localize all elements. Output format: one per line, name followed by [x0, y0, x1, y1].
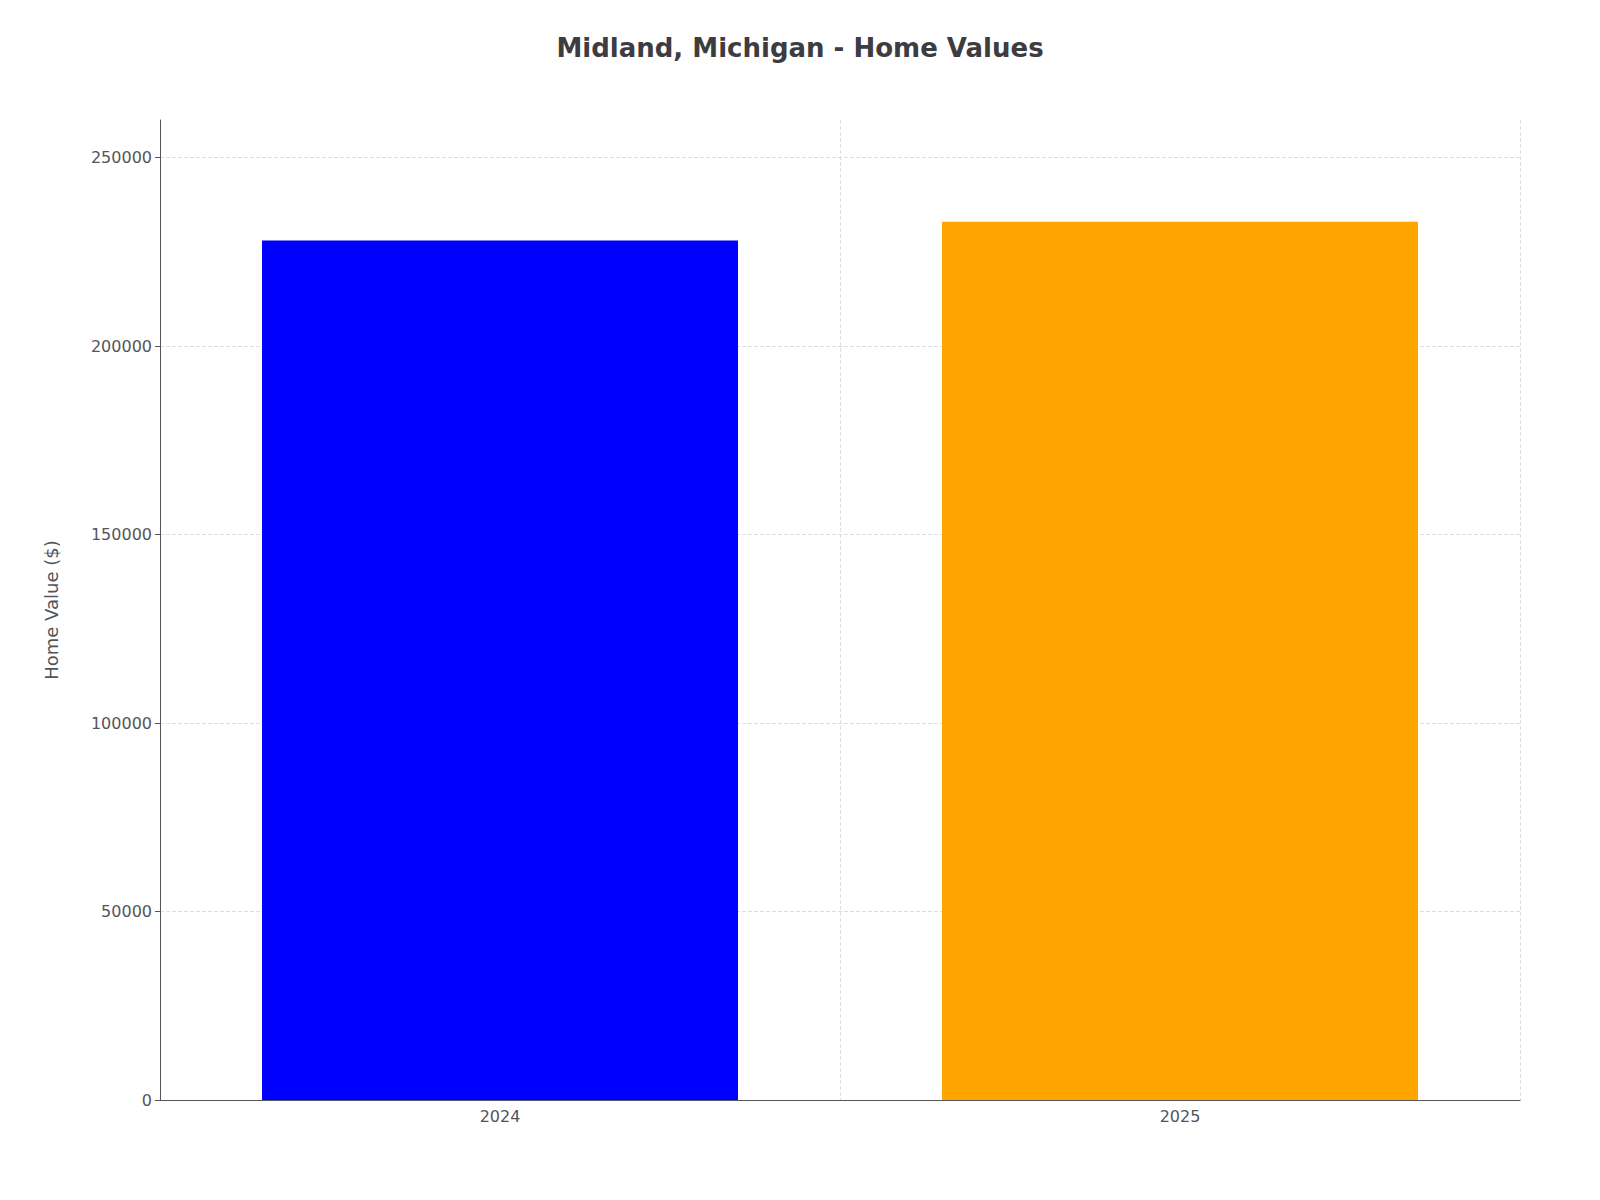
svg-text:100000: 100000 [91, 714, 152, 733]
svg-text:150000: 150000 [91, 525, 152, 544]
svg-text:2024: 2024 [480, 1107, 521, 1126]
svg-text:2025: 2025 [1160, 1107, 1201, 1126]
svg-text:Home Value ($): Home Value ($) [41, 540, 62, 680]
svg-text:50000: 50000 [101, 902, 152, 921]
svg-text:250000: 250000 [91, 148, 152, 167]
svg-text:0: 0 [142, 1091, 152, 1110]
svg-text:200000: 200000 [91, 337, 152, 356]
svg-text:Midland, Michigan - Home Value: Midland, Michigan - Home Values [556, 33, 1043, 63]
